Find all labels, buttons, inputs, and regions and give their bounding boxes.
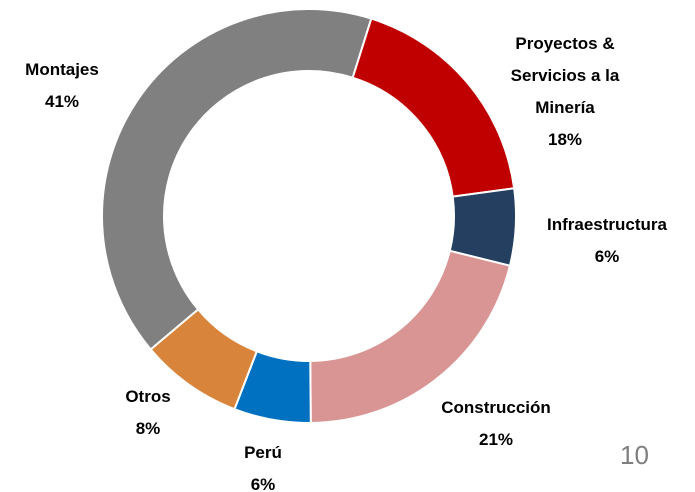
donut-segment (101, 8, 373, 351)
value-label: 18% (547, 130, 583, 149)
segment-label: Otros 8% (88, 381, 208, 445)
category-label: Montajes (25, 60, 99, 79)
value-label: 6% (250, 475, 276, 492)
category-label: Construcción (441, 398, 551, 417)
category-label: Otros (125, 387, 171, 406)
value-label: 6% (594, 247, 620, 266)
segment-label: Perú 6% (203, 437, 323, 492)
segment-label: Proyectos & Servicios a la Minería 18% (480, 28, 650, 156)
value-label: 41% (44, 92, 80, 111)
category-label: Infraestructura (547, 215, 667, 234)
page-number: 10 (620, 440, 649, 470)
category-label: Proyectos & Servicios a la Minería (510, 34, 620, 117)
value-label: 8% (135, 419, 161, 438)
segment-label: Montajes 41% (0, 54, 132, 118)
segment-label: Construcción 21% (406, 392, 586, 456)
segment-label: Infraestructura 6% (517, 209, 695, 273)
category-label: Perú (244, 443, 282, 462)
value-label: 21% (478, 430, 514, 449)
